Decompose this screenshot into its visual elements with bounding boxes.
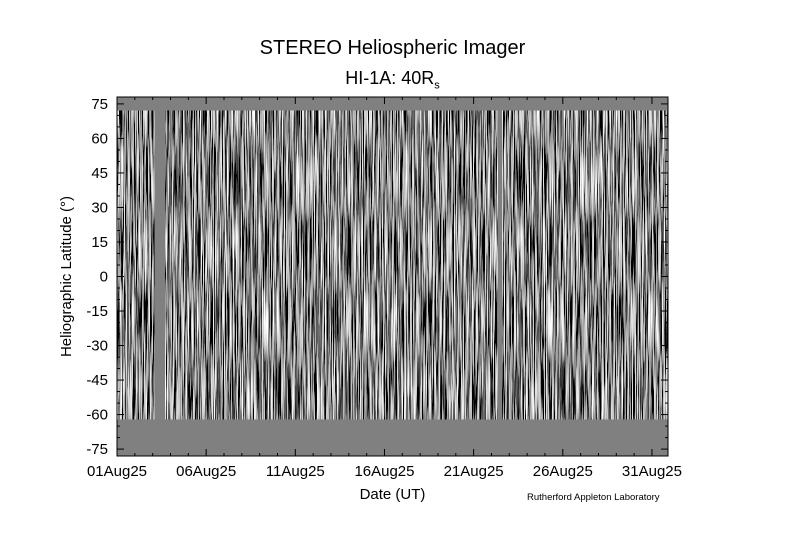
subtitle-main: HI-1A: 40R [345, 68, 435, 88]
jmap-segment [502, 110, 668, 420]
y-tick-label: 30 [91, 199, 108, 216]
credit-text: Rutherford Appleton Laboratory [527, 492, 660, 503]
x-tick-label: 01Aug25 [87, 463, 147, 480]
y-tick-label: 45 [91, 165, 108, 182]
x-axis-title: Date (UT) [360, 486, 426, 503]
y-tick-label: -45 [86, 372, 108, 389]
y-tick-label: -60 [86, 407, 108, 424]
jmap-segment [117, 110, 155, 420]
y-tick-label: 75 [91, 96, 108, 113]
x-tick-label: 11Aug25 [266, 463, 325, 480]
x-tick-label: 31Aug25 [622, 463, 682, 480]
y-tick-label: -75 [86, 441, 108, 458]
axes: 75 60 45 30 15 0 -15 -30 -45 -60 -75 01Aug25 06Aug25… [86, 96, 682, 480]
x-tick-label: 21Aug25 [444, 463, 504, 480]
y-tick-label: -15 [86, 303, 108, 320]
y-tick-label: -30 [86, 338, 108, 355]
subtitle-subscript: s [434, 79, 440, 92]
x-tick-label: 06Aug25 [176, 463, 236, 480]
chart-title: STEREO Heliospheric Imager [259, 37, 526, 59]
y-tick-label: 60 [91, 130, 108, 147]
y-tick-label: 15 [91, 234, 108, 251]
jmap-segment [165, 110, 498, 420]
plot-area [117, 97, 668, 456]
x-tick-label: 26Aug25 [533, 463, 593, 480]
y-axis-title: Heliographic Latitude (°) [58, 196, 75, 357]
chart-subtitle: HI-1A: 40Rs [0, 68, 785, 92]
x-tick-label: 16Aug25 [354, 463, 414, 480]
y-tick-label: 0 [100, 269, 108, 286]
